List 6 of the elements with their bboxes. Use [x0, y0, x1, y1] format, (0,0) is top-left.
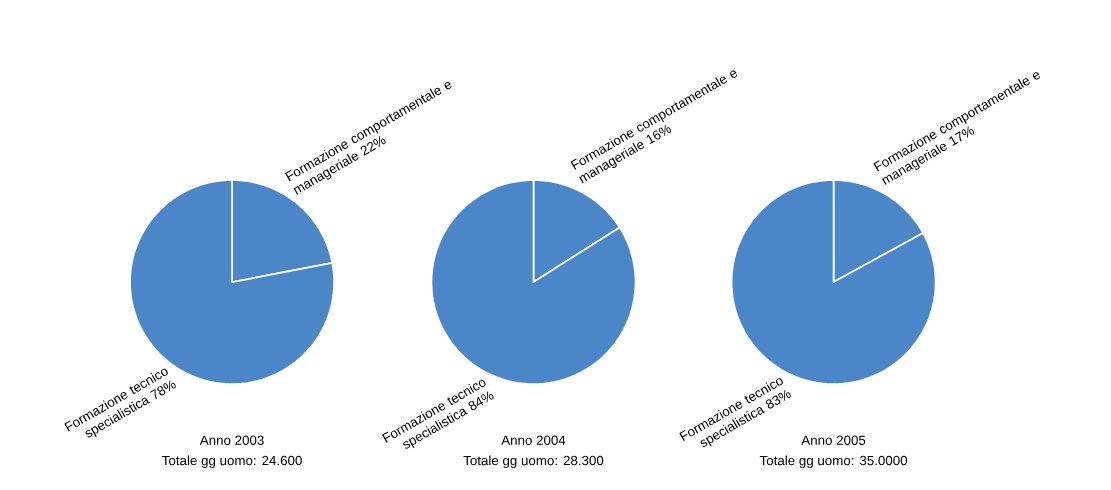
- text: Anno 2003: [199, 435, 264, 445]
- text: Anno 2005: [801, 435, 866, 445]
- text: Totale gg uomo: 28.300: [463, 455, 604, 468]
- text: Totale gg uomo: 24.600: [162, 455, 302, 468]
- text: Totale gg uomo: 35.0000: [759, 455, 908, 468]
- text: Anno 2004: [501, 435, 566, 445]
